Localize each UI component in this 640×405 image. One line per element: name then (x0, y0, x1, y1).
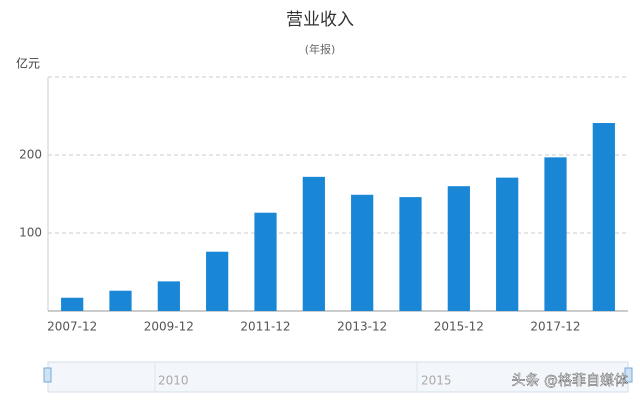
bar (254, 212, 277, 311)
x-tick-label: 2007-12 (47, 320, 97, 334)
y-axis-label: 亿元 (16, 56, 40, 71)
slider-handle[interactable] (624, 367, 633, 383)
x-tick-label: 2009-12 (144, 320, 194, 334)
bar (544, 157, 567, 311)
bar (157, 281, 180, 311)
chart-subtitle: (年报) (305, 42, 336, 56)
bar (351, 194, 374, 311)
x-tick-label: 2015-12 (434, 320, 484, 334)
watermark: 头条 @格菲自媒体 (512, 372, 628, 389)
bar (302, 176, 325, 311)
x-tick-label: 2013-12 (337, 320, 387, 334)
bar (592, 123, 615, 312)
x-tick-label: 2011-12 (240, 320, 290, 334)
bar (109, 290, 132, 311)
slider-handle[interactable] (43, 367, 52, 383)
zoom-slider[interactable] (47, 361, 629, 393)
bar (496, 177, 519, 311)
bar (206, 251, 229, 311)
slider-label: 2010 (158, 374, 189, 388)
slider-label: 2015 (421, 374, 452, 388)
bar (399, 197, 422, 311)
chart-title: 营业收入 (286, 10, 354, 30)
y-tick-label: 200 (19, 148, 42, 162)
x-tick-label: 2017-12 (530, 320, 580, 334)
y-tick-label: 100 (19, 226, 42, 240)
bar (447, 186, 470, 311)
bar (61, 297, 84, 311)
